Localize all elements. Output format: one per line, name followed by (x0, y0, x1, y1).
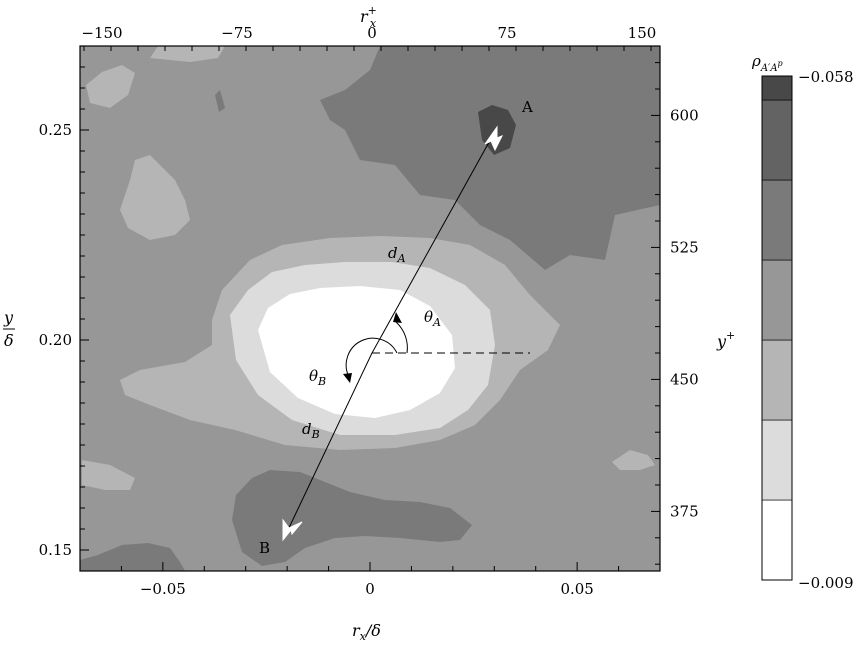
theta-b-arrowhead (343, 373, 352, 383)
colorbar-level (761, 75, 793, 101)
x-axis-label: rx/δ (352, 621, 381, 643)
y-axis-label: y δ (3, 308, 15, 350)
colorbar-level (761, 179, 793, 261)
contour-region-top-left-patch (86, 65, 135, 108)
contour-ring-level-1 (258, 286, 455, 418)
contour-region-b-core (232, 470, 472, 566)
x2-tick-label: 0 (367, 24, 377, 42)
colorbar-level (761, 419, 793, 501)
contour-region-lower-left-patch (82, 460, 135, 490)
colorbar-level (761, 499, 793, 581)
y2-tick-label: 600 (670, 106, 699, 124)
x2-tick-label: −75 (221, 24, 253, 42)
contour-region-upper-right (320, 46, 660, 270)
theta-a-arc (395, 321, 408, 354)
contour-field (80, 46, 660, 571)
colorbar-frame (761, 75, 793, 581)
contour-region-lower-left (80, 543, 185, 571)
d-a-line (371, 134, 494, 354)
y2-tick-label: 375 (670, 502, 699, 520)
y2-tick-label: 450 (670, 370, 699, 388)
y-tick-label: 0.15 (39, 541, 72, 559)
theta-a-arrowhead (393, 312, 402, 323)
x-tick-label: −0.05 (140, 580, 186, 598)
x-tick-label: 0 (365, 580, 375, 598)
contour-region-left-patch (120, 155, 190, 240)
d-b-line (286, 352, 373, 533)
point-a-label: A (521, 98, 533, 116)
colorbar-level (761, 259, 793, 341)
colorbar-title: ρA′Ap (751, 52, 783, 74)
theta-b-arc (345, 337, 398, 378)
x2-tick-label: 75 (497, 24, 516, 42)
point-b-label: B (259, 539, 270, 557)
colorbar-level (761, 339, 793, 421)
contour-region-small-dark-spot (215, 90, 225, 112)
x-tick-label: 0.05 (560, 580, 593, 598)
svg-text:δ: δ (4, 331, 14, 350)
axis-tick-labels: −0.05 0 0.05 0.15 0.20 0.25 −150 −75 0 75 150 375 45… (39, 24, 699, 598)
svg-text:y: y (3, 308, 14, 327)
point-a-arrowhead (484, 125, 504, 152)
x2-tick-label: 150 (628, 24, 657, 42)
colorbar-level (761, 99, 793, 181)
y2-axis-label: y+ (716, 329, 735, 351)
x2-tick-label: −150 (81, 24, 122, 42)
point-b-arrowhead (282, 518, 303, 542)
y2-tick-label: 525 (670, 238, 699, 256)
colorbar-min-label: −0.009 (798, 574, 854, 592)
colorbar (761, 75, 793, 581)
colorbar-max-label: −0.058 (798, 68, 854, 86)
y-tick-label: 0.20 (39, 331, 72, 349)
contour-region-right-patch (612, 450, 655, 470)
y-tick-label: 0.25 (39, 121, 72, 139)
axis-ticks (79, 45, 661, 572)
contour-region-top-patch (150, 46, 225, 62)
